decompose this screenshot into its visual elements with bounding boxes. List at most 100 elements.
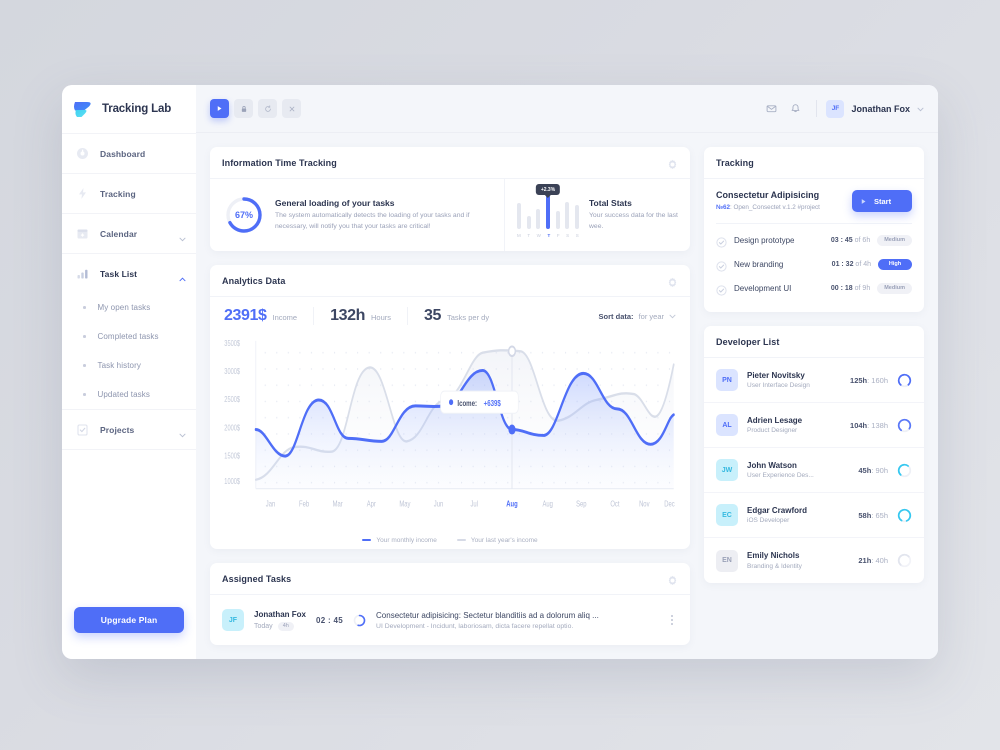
sidebar-subitem-my-open-tasks[interactable]: My open tasks (62, 293, 196, 322)
tracking-project-info: Consectetur Adipisicing №62: Open_Consec… (716, 190, 820, 211)
bullet-dot-icon (83, 364, 86, 367)
chevron-down-icon[interactable] (179, 426, 186, 438)
gear-icon[interactable] (667, 275, 678, 288)
sidebar-item-tracking[interactable]: Tracking (62, 173, 196, 213)
tracking-card: Tracking Consectetur Adipisicing №62: Op… (704, 147, 924, 312)
list-item[interactable]: JW John Watson User Experience Des... 45… (704, 448, 924, 493)
bar-chart-icon (76, 267, 89, 280)
developer-name: Adrien Lesage (747, 415, 803, 425)
list-item[interactable]: PN Pieter Novitsky User Interface Design… (704, 358, 924, 403)
sidebar-subitem-updated-tasks[interactable]: Updated tasks (62, 380, 196, 409)
tracking-item-label: Design prototype (734, 235, 795, 245)
mail-button[interactable] (759, 98, 783, 120)
chevron-down-icon[interactable] (179, 230, 186, 242)
refresh-button[interactable] (258, 99, 277, 118)
total-stats-text: Total Stats Your success data for the la… (589, 198, 678, 231)
sidebar-item-projects[interactable]: Projects (62, 409, 196, 449)
play-button[interactable] (210, 99, 229, 118)
brand-logo[interactable]: Tracking Lab (62, 85, 196, 133)
bell-icon (791, 104, 800, 113)
sidebar-item-label: Tracking (100, 188, 136, 199)
upgrade-plan-button[interactable]: Upgrade Plan (74, 607, 184, 633)
sort-data-dropdown[interactable]: Sort data: for year (599, 307, 676, 325)
bar (574, 205, 579, 229)
sidebar-subitem-task-history[interactable]: Task history (62, 351, 196, 380)
check-circle-icon[interactable] (716, 259, 727, 272)
general-loading-block: 67% General loading of your tasks The sy… (210, 179, 505, 251)
bullet-dot-icon (83, 335, 86, 338)
general-loading-heading: General loading of your tasks (275, 197, 395, 208)
avatar: JF (826, 99, 845, 118)
card-header: Developer List (704, 326, 924, 358)
bar (526, 216, 531, 229)
x-tick-label: Jul (470, 499, 478, 508)
check-circle-icon[interactable] (716, 235, 727, 248)
developer-info: Edgar Crawford iOS Developer (747, 506, 849, 525)
legend-item-monthly: Your monthly income (362, 537, 437, 544)
task-timer: 02 : 45 (316, 615, 344, 625)
sidebar-item-label: Task List (100, 268, 138, 279)
table-row[interactable]: JF Jonathan Fox Today 4h 02 : 45 (210, 595, 690, 645)
lastyear-point (507, 345, 517, 358)
metric-tasks-per-day: 35 Tasks per dy (407, 307, 505, 325)
chevron-up-icon[interactable] (179, 270, 186, 282)
x-tick-label: Mar (333, 499, 344, 508)
sort-value: for year (638, 311, 664, 321)
progress-ring-icon (353, 614, 366, 627)
chevron-down-icon[interactable] (917, 100, 924, 118)
donut-percent: 67% (234, 210, 253, 220)
x-tick-label: Sep (576, 499, 586, 508)
more-vertical-icon[interactable] (666, 615, 678, 625)
sidebar-subitem-completed-tasks[interactable]: Completed tasks (62, 322, 196, 351)
bar-highlight (545, 195, 550, 229)
list-item[interactable]: EN Emily Nichols Branding & Identity 21h… (704, 538, 924, 583)
clipboard-check-icon (76, 423, 89, 436)
close-button[interactable] (282, 99, 301, 118)
right-column: Tracking Consectetur Adipisicing №62: Op… (704, 147, 924, 645)
start-button-label: Start (874, 196, 892, 206)
sidebar-item-calendar[interactable]: Calendar (62, 213, 196, 253)
lock-button[interactable] (234, 99, 253, 118)
avatar: EN (716, 549, 738, 572)
sidebar: Tracking Lab Dashboard Tracking (62, 85, 196, 659)
weekday-label: T (527, 233, 531, 238)
chevron-down-icon[interactable] (669, 307, 676, 325)
chart-tooltip: Icome: +639$ (440, 390, 519, 414)
weekday-label: W (536, 233, 542, 238)
card-header: Analytics Data (210, 265, 690, 297)
calendar-icon (76, 227, 89, 240)
sidebar-item-task-list[interactable]: Task List (62, 253, 196, 293)
gear-icon[interactable] (667, 573, 678, 586)
y-tick-label: 2000$ (224, 424, 240, 432)
sidebar-item-dashboard[interactable]: Dashboard (62, 133, 196, 173)
sidebar-item-label: Dashboard (100, 148, 146, 159)
x-tick-label: Aug (542, 499, 552, 508)
y-tick-label: 3500$ (224, 340, 240, 348)
developer-name: Emily Nichols (747, 551, 800, 561)
weekday-label: S (575, 233, 579, 238)
user-menu[interactable]: JF Jonathan Fox (826, 99, 924, 118)
upgrade-plan-wrapper: Upgrade Plan (62, 607, 196, 659)
notifications-button[interactable] (783, 98, 807, 120)
developer-role: User Interface Design (747, 382, 810, 390)
list-item[interactable]: AL Adrien Lesage Product Designer 104h: … (704, 403, 924, 448)
monthly-area (255, 370, 674, 489)
card-header: Information Time Tracking (210, 147, 690, 179)
avatar: PN (716, 369, 738, 391)
nav-divider (62, 449, 196, 450)
project-name: Consectetur Adipisicing (716, 190, 820, 200)
close-icon (289, 106, 294, 111)
tracking-item-development-ui[interactable]: Development UI 00 : 18 of 9h Medium (716, 276, 912, 300)
check-circle-icon[interactable] (716, 283, 727, 296)
gear-icon[interactable] (667, 157, 678, 170)
legend-item-lastyear: Your last year's income (456, 537, 538, 544)
income-area-chart[interactable]: 3500$ 3000$ 2500$ 2000$ 1500$ 1000$ (210, 335, 690, 531)
tracking-item-new-branding[interactable]: New branding 01 : 32 of 4h High (716, 252, 912, 276)
brand-name: Tracking Lab (102, 103, 172, 115)
tracking-item-design-prototype[interactable]: Design prototype 03 : 45 of 6h Medium (716, 228, 912, 252)
list-item[interactable]: EC Edgar Crawford iOS Developer 58h: 65h (704, 493, 924, 538)
lightning-bolt-icon (76, 187, 89, 200)
start-button[interactable]: Start (852, 190, 912, 212)
loading-donut-chart: 67% (224, 195, 264, 235)
metric-income: 2391$ Income (224, 307, 313, 325)
